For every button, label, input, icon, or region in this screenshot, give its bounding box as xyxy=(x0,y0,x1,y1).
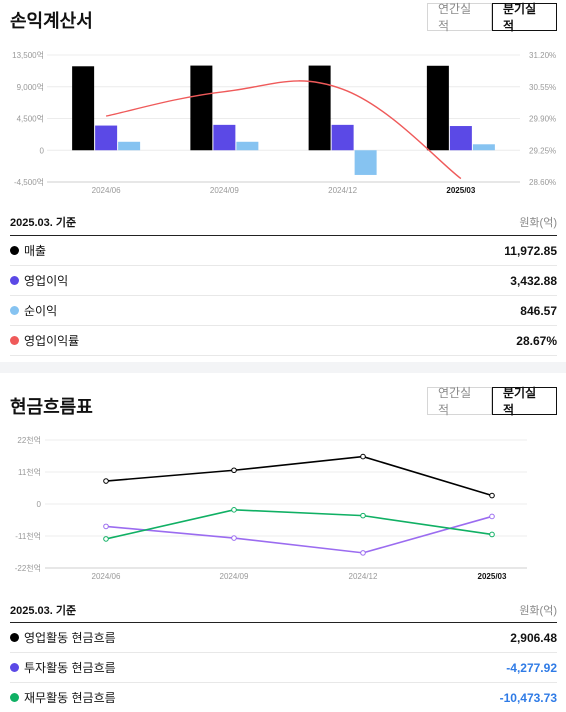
operating-cf-point xyxy=(489,492,495,499)
income-row-net-income: 순이익 846.57 xyxy=(10,296,557,326)
income-row-value: 11,972.85 xyxy=(504,243,557,258)
y2-tick-label: 29.90% xyxy=(529,115,556,124)
income-tab-quarterly[interactable]: 분기실적 xyxy=(492,2,557,33)
income-row-operating-profit: 영업이익 3,432.88 xyxy=(10,266,557,296)
cashflow-row-label: 재무활동 현금흐름 xyxy=(24,691,116,705)
y-tick-label: -11천억 xyxy=(15,531,41,541)
cashflow-basis: 2025.03. 기준 xyxy=(10,605,77,617)
x-tick-label: 2024/06 xyxy=(92,572,121,581)
investing-cf-point xyxy=(360,550,366,556)
cashflow-legend-table: 영업활동 현금흐름 2,906.48 투자활동 현금흐름 -4,277.92 재… xyxy=(10,622,557,712)
cashflow-row-value: -10,473.73 xyxy=(499,690,557,705)
operating-cf-point xyxy=(360,453,366,460)
investing-cf-point xyxy=(103,523,109,530)
income-row-label: 순이익 xyxy=(24,304,58,318)
cashflow-title: 현금흐름표 xyxy=(10,397,93,417)
y-tick-label: -4,500억 xyxy=(14,177,44,187)
cashflow-unit: 원화(억) xyxy=(519,605,557,617)
operating-cf-dot-icon xyxy=(10,633,19,642)
bar-operating-profit xyxy=(95,125,118,151)
cashflow-row-operating: 영업활동 현금흐름 2,906.48 xyxy=(10,623,557,653)
financing-cf-point xyxy=(103,536,109,542)
bar-net-income xyxy=(354,150,377,175)
income-row-label: 영업이익 xyxy=(24,274,69,288)
cashflow-row-label: 영업활동 현금흐름 xyxy=(24,631,116,645)
bar-operating-profit xyxy=(331,124,354,151)
y-tick-label: -22천억 xyxy=(15,563,41,573)
operating-cf-point xyxy=(231,467,237,474)
x-tick-label: 2024/12 xyxy=(349,572,378,581)
section-divider xyxy=(0,362,566,373)
income-legend-table: 매출 11,972.85 영업이익 3,432.88 순이익 846.57 영업… xyxy=(10,235,557,356)
x-tick-label: 2024/12 xyxy=(328,186,357,195)
operating-cf-point xyxy=(103,478,109,484)
x-tick-label: 2024/06 xyxy=(92,186,121,195)
y2-tick-label: 30.55% xyxy=(529,83,556,92)
cashflow-row-value: -4,277.92 xyxy=(506,660,557,675)
y-tick-label: 9,000억 xyxy=(17,82,44,92)
cashflow-section: 현금흐름표 연간실적 분기실적 22천억 11천억 0 -11천억 -22천억 2024/… xyxy=(0,373,566,712)
bar-revenue xyxy=(190,65,213,151)
investing-cf-line xyxy=(105,515,493,554)
income-chart: 13,500억 9,000억 4,500억 0 -4,500억 31.20% 30.55% 2… xyxy=(12,50,556,195)
cashflow-tab-quarterly[interactable]: 분기실적 xyxy=(492,386,557,417)
financing-cf-point xyxy=(489,531,495,538)
cashflow-row-value: 2,906.48 xyxy=(510,630,557,645)
cashflow-row-investing: 투자활동 현금흐름 -4,277.92 xyxy=(10,653,557,683)
operating-cf-line xyxy=(105,455,493,497)
income-basis: 2025.03. 기준 xyxy=(10,217,77,229)
operating-margin-dot-icon xyxy=(10,336,19,345)
y2-tick-label: 28.60% xyxy=(529,178,556,187)
y-tick-label: 13,500억 xyxy=(12,50,44,60)
financing-cf-point xyxy=(231,507,237,513)
bar-revenue xyxy=(308,65,331,151)
financing-cf-point xyxy=(360,512,366,519)
income-tab-annual[interactable]: 연간실적 xyxy=(427,2,492,33)
y-tick-label: 0 xyxy=(37,500,42,509)
income-unit: 원화(억) xyxy=(519,217,557,229)
y2-tick-label: 31.20% xyxy=(529,51,556,60)
operating-margin-line xyxy=(105,80,462,180)
x-tick-label: 2025/03 xyxy=(478,572,507,581)
bar-revenue xyxy=(72,66,95,151)
x-tick-label: 2024/09 xyxy=(220,572,249,581)
cashflow-tab-annual[interactable]: 연간실적 xyxy=(427,386,492,417)
y2-tick-label: 29.25% xyxy=(529,146,556,155)
bar-net-income xyxy=(118,141,141,151)
operating-profit-dot-icon xyxy=(10,276,19,285)
income-title: 손익계산서 xyxy=(10,11,93,31)
bar-revenue xyxy=(426,65,449,151)
income-row-label: 영업이익률 xyxy=(24,334,80,348)
cashflow-period-toggle: 연간실적 분기실적 xyxy=(427,386,557,417)
y-tick-label: 22천억 xyxy=(17,435,41,445)
investing-cf-point xyxy=(231,535,237,541)
cashflow-row-label: 투자활동 현금흐름 xyxy=(24,661,116,675)
y-tick-label: 4,500억 xyxy=(17,114,44,124)
bar-net-income xyxy=(472,144,495,151)
financing-cf-line xyxy=(105,509,493,540)
bar-net-income xyxy=(236,141,259,151)
cashflow-row-financing: 재무활동 현금흐름 -10,473.73 xyxy=(10,683,557,712)
income-row-value: 846.57 xyxy=(520,303,557,318)
y-tick-label: 0 xyxy=(40,146,45,155)
revenue-dot-icon xyxy=(10,246,19,255)
bar-operating-profit xyxy=(213,124,236,151)
y-tick-label: 11천억 xyxy=(18,467,41,477)
net-income-dot-icon xyxy=(10,306,19,315)
cashflow-chart: 22천억 11천억 0 -11천억 -22천억 2024/06 2024/09 2024/12… xyxy=(15,435,527,581)
bar-operating-profit xyxy=(449,126,472,151)
financing-cf-dot-icon xyxy=(10,693,19,702)
income-row-value: 28.67% xyxy=(516,333,557,348)
income-statement-section: 손익계산서 연간실적 분기실적 13,500억 9,000억 4,500억 0 -4,5… xyxy=(10,2,557,356)
investing-cf-point xyxy=(489,513,495,520)
investing-cf-dot-icon xyxy=(10,663,19,672)
x-tick-label: 2024/09 xyxy=(210,186,239,195)
income-row-value: 3,432.88 xyxy=(510,273,557,288)
x-tick-label: 2025/03 xyxy=(446,186,475,195)
income-row-revenue: 매출 11,972.85 xyxy=(10,236,557,266)
income-row-label: 매출 xyxy=(24,244,47,258)
income-period-toggle: 연간실적 분기실적 xyxy=(427,2,557,33)
income-row-operating-margin: 영업이익률 28.67% xyxy=(10,326,557,356)
